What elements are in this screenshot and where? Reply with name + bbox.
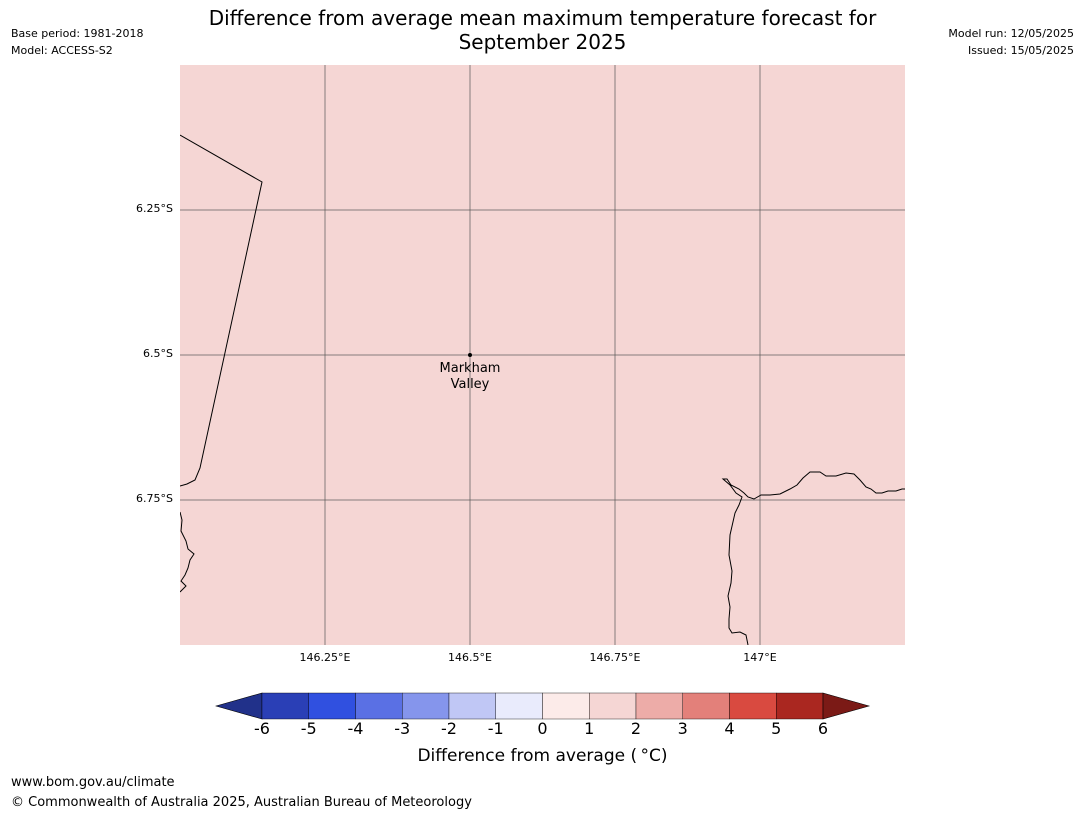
model-text: Model: ACCESS-S2 (11, 44, 113, 57)
boundaries (180, 134, 905, 645)
colorbar-segment (308, 692, 356, 720)
map-title-line2: September 2025 (458, 30, 627, 54)
colorbar-extend-high (822, 692, 871, 720)
lon-label-146-25: 146.25°E (299, 651, 351, 664)
colorbar-segment (261, 692, 309, 720)
colorbar (215, 692, 871, 720)
colorbar-tick-label: -5 (300, 719, 317, 738)
colorbar-tick-label: -3 (394, 719, 411, 738)
colorbar-segment (635, 692, 683, 720)
colorbar-tick-label: 2 (630, 719, 642, 738)
markham-valley-marker (468, 353, 472, 357)
map-title-line1: Difference from average mean maximum tem… (208, 6, 877, 30)
lat-label-6-75: 6.75°S (136, 492, 173, 505)
border-line (180, 134, 263, 487)
colorbar-extend-low (215, 692, 263, 720)
colorbar-tick-label: -1 (487, 719, 504, 738)
footer-url: www.bom.gov.au/climate (11, 775, 175, 790)
model-run-text: Model run: 12/05/2025 (948, 27, 1074, 40)
location-label-line1: Markham (440, 361, 501, 376)
colorbar-segment (589, 692, 637, 720)
colorbar-tick-label: -2 (441, 719, 457, 738)
colorbar-tick-label: 5 (771, 719, 782, 738)
colorbar-segment (355, 692, 403, 720)
colorbar-segment (402, 692, 450, 720)
lon-label-146-75: 146.75°E (589, 651, 641, 664)
colorbar-tick-label: 4 (724, 719, 735, 738)
colorbar-tick-label: 6 (817, 719, 829, 738)
colorbar-segment (776, 692, 824, 720)
footer-copyright: © Commonwealth of Australia 2025, Austra… (11, 795, 472, 810)
lon-label-146-5: 146.5°E (448, 651, 492, 664)
forecast-map: Markham Valley (180, 65, 905, 645)
colorbar-tick-label: 0 (537, 719, 548, 738)
colorbar-segment (682, 692, 730, 720)
west-coastline (180, 511, 195, 593)
colorbar-segment (729, 692, 777, 720)
colorbar-segment (542, 692, 590, 720)
colorbar-tick-label: 1 (584, 719, 595, 738)
colorbar-tick-label: -6 (254, 719, 270, 738)
colorbar-label: Difference from average ( °C) (417, 746, 668, 766)
lat-label-6-5: 6.5°S (143, 347, 173, 360)
base-period-text: Base period: 1981-2018 (11, 27, 144, 40)
location-label-line2: Valley (451, 377, 490, 392)
east-coastline (721, 471, 905, 645)
colorbar-segment (495, 692, 543, 720)
lat-label-6-25: 6.25°S (136, 202, 173, 215)
colorbar-tick-label: 3 (677, 719, 688, 738)
colorbar-tick-label: -4 (347, 719, 364, 738)
lon-label-147: 147°E (743, 651, 777, 664)
issued-text: Issued: 15/05/2025 (967, 44, 1074, 57)
map-title: Difference from average mean maximum tem… (150, 6, 935, 54)
colorbar-segment (448, 692, 496, 720)
